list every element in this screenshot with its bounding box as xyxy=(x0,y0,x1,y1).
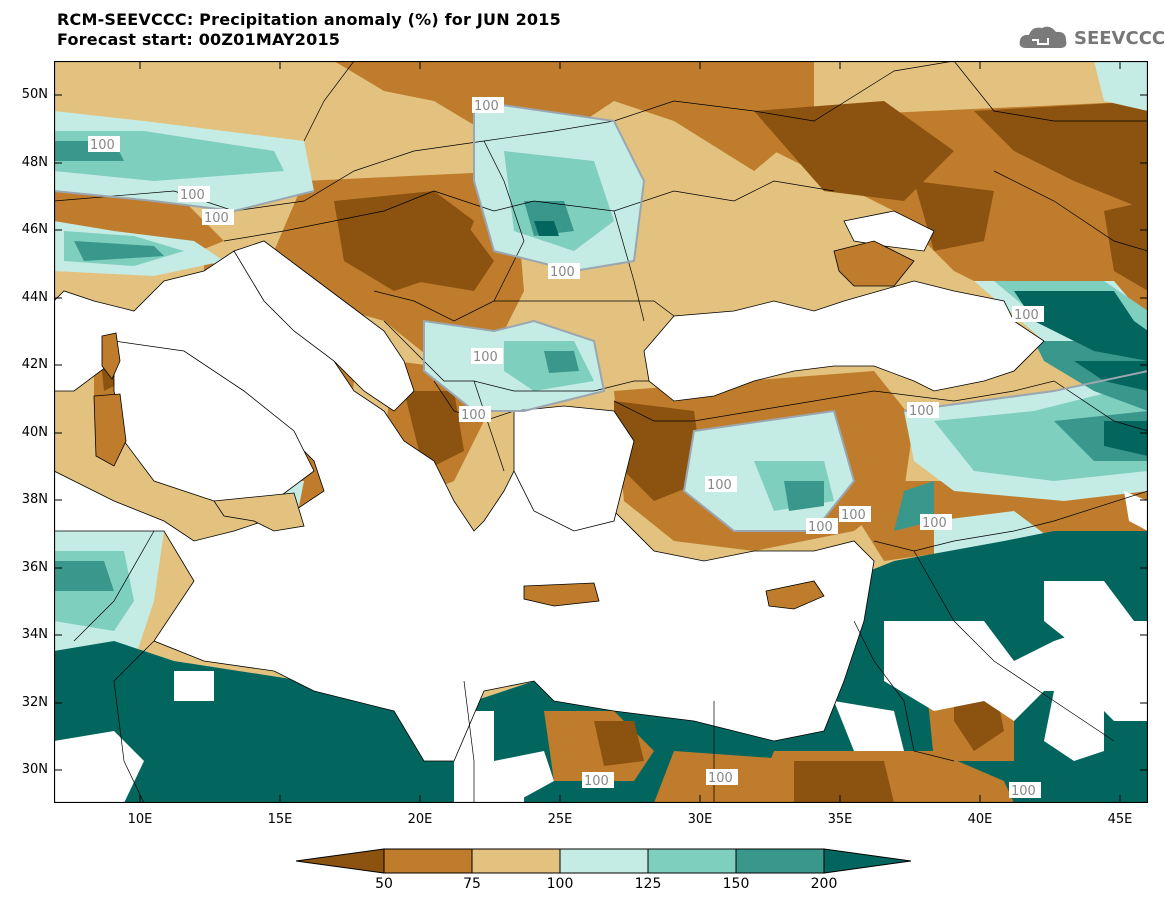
contour-label-text: 100 xyxy=(708,771,733,786)
legend-swatch-2 xyxy=(471,848,561,874)
contour-label-text: 100 xyxy=(841,508,866,523)
legend-value: 100 xyxy=(546,876,574,892)
contour-label: 100 xyxy=(907,402,939,419)
black-sea xyxy=(643,280,1045,402)
legend-value: 125 xyxy=(634,876,662,892)
contour-label: 100 xyxy=(471,348,503,365)
aegean-sea xyxy=(513,405,635,532)
contour-label-text: 100 xyxy=(180,188,205,203)
contour-label: 100 xyxy=(1012,306,1044,323)
legend-swatch-4 xyxy=(647,848,737,874)
lat-label: 34N xyxy=(21,627,48,642)
crete xyxy=(523,582,600,607)
cyprus xyxy=(765,580,825,610)
contour-label-text: 100 xyxy=(1011,784,1036,799)
contour-label-text: 100 xyxy=(909,404,934,419)
sea-of-azov xyxy=(843,210,935,252)
adriatic-sea xyxy=(233,240,415,412)
forecast-start-label: Forecast start: 00Z01MAY2015 xyxy=(57,30,341,49)
legend-value: 75 xyxy=(463,876,481,892)
legend-swatch-1 xyxy=(383,848,473,874)
lon-label: 45E xyxy=(1107,812,1133,827)
islands xyxy=(93,240,915,610)
contour-labels: 100 100 100 100 100 100 100 100 100 100 … xyxy=(88,97,1044,799)
lat-label: 42N xyxy=(21,357,48,372)
seevccc-logo: SEEVCCC xyxy=(1018,22,1165,56)
lat-label: 36N xyxy=(21,560,48,575)
legend-value: 50 xyxy=(375,876,393,892)
lon-label: 20E xyxy=(407,812,433,827)
contour-label: 100 xyxy=(459,406,491,423)
country-borders xyxy=(54,61,1148,803)
lon-label: 10E xyxy=(127,812,153,827)
lat-label: 44N xyxy=(21,290,48,305)
lon-label: 30E xyxy=(687,812,713,827)
contour-label-text: 100 xyxy=(922,516,947,531)
contour-label: 100 xyxy=(920,514,952,531)
contour-label-text: 100 xyxy=(808,520,833,535)
legend-swatch-3 xyxy=(559,848,649,874)
contour-label: 100 xyxy=(582,772,614,789)
crimea xyxy=(833,240,915,287)
map-title: RCM-SEEVCCC: Precipitation anomaly (%) f… xyxy=(57,10,561,29)
corsica xyxy=(101,332,121,380)
contour-label-text: 100 xyxy=(461,408,486,423)
contour-label: 100 xyxy=(1009,782,1041,799)
contour-label-text: 100 xyxy=(473,350,498,365)
contour-label-text: 100 xyxy=(707,478,732,493)
legend-swatch-6 xyxy=(823,848,912,874)
legend-swatch-5 xyxy=(735,848,825,874)
axis-ticks xyxy=(54,61,1148,803)
logo-text: SEEVCCC xyxy=(1074,28,1165,49)
lon-label: 25E xyxy=(547,812,573,827)
contour-label: 100 xyxy=(839,506,871,523)
lon-label: 15E xyxy=(267,812,293,827)
contour-label: 100 xyxy=(705,476,737,493)
legend-value: 150 xyxy=(722,876,750,892)
lat-label: 40N xyxy=(21,425,48,440)
sea-areas xyxy=(54,210,1045,762)
contour-label: 100 xyxy=(806,518,838,535)
contour-label-text: 100 xyxy=(584,774,609,789)
sardinia xyxy=(93,393,127,467)
contour-label: 100 xyxy=(472,97,504,114)
contour-label: 100 xyxy=(202,209,234,226)
sicily xyxy=(213,492,305,532)
contour-label-text: 100 xyxy=(204,211,229,226)
lon-label: 35E xyxy=(827,812,853,827)
no-data-blocks xyxy=(54,491,1148,803)
lat-label: 38N xyxy=(21,492,48,507)
lat-label: 48N xyxy=(21,155,48,170)
contour-label: 100 xyxy=(178,186,210,203)
cloud-icon xyxy=(1019,26,1067,48)
contour-label-text: 100 xyxy=(1014,308,1039,323)
lat-label: 46N xyxy=(21,222,48,237)
legend-swatch-0 xyxy=(296,848,385,874)
legend-value: 200 xyxy=(810,876,838,892)
lon-label: 40E xyxy=(967,812,993,827)
contour-label-text: 100 xyxy=(474,99,499,114)
contour-label: 100 xyxy=(88,136,120,153)
contour-label: 100 xyxy=(548,263,580,280)
lat-label: 32N xyxy=(21,695,48,710)
legend-colorbar xyxy=(296,848,912,874)
lat-label: 30N xyxy=(21,762,48,777)
precipitation-anomaly-map: 100 100 100 100 100 100 100 100 100 100 … xyxy=(54,61,1148,803)
contour-label: 100 xyxy=(706,769,738,786)
contour-label-text: 100 xyxy=(550,265,575,280)
contour-label-text: 100 xyxy=(90,138,115,153)
lat-label: 50N xyxy=(21,87,48,102)
